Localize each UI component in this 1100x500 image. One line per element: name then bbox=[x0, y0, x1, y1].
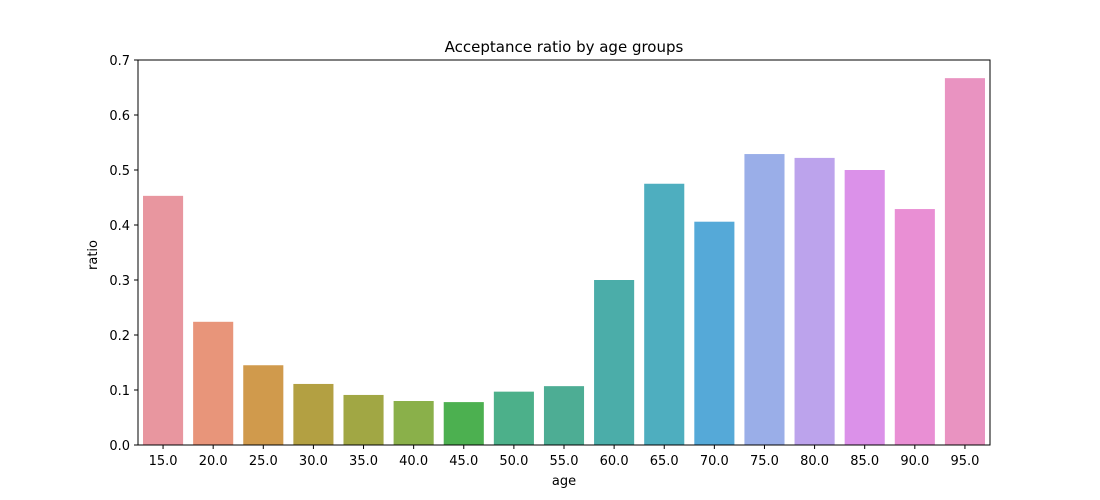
bar-95.0 bbox=[944, 78, 985, 446]
x-tick-label: 25.0 bbox=[249, 454, 278, 469]
y-tick-label: 0.3 bbox=[109, 274, 130, 289]
x-tick-label: 15.0 bbox=[149, 454, 178, 469]
x-tick-label: 90.0 bbox=[900, 454, 929, 469]
bar-75.0 bbox=[744, 154, 785, 446]
x-tick-label: 95.0 bbox=[950, 454, 979, 469]
x-tick-label: 75.0 bbox=[750, 454, 779, 469]
y-axis: 0.0 0.1 0.2 0.3 0.4 0.5 0.6 0.7 bbox=[109, 54, 138, 454]
x-tick-label: 65.0 bbox=[650, 454, 679, 469]
bar-25.0 bbox=[243, 365, 284, 445]
y-tick-label: 0.6 bbox=[109, 109, 130, 124]
y-tick-label: 0.5 bbox=[109, 164, 130, 179]
bar-80.0 bbox=[794, 157, 835, 445]
bar-55.0 bbox=[543, 386, 585, 445]
bar-45.0 bbox=[443, 402, 484, 445]
bar-60.0 bbox=[594, 280, 635, 445]
bar-40.0 bbox=[393, 401, 434, 445]
x-tick-label: 20.0 bbox=[199, 454, 228, 469]
bar-85.0 bbox=[844, 170, 885, 445]
x-tick-label: 80.0 bbox=[800, 454, 829, 469]
bar-20.0 bbox=[193, 321, 234, 445]
x-tick-label: 45.0 bbox=[449, 454, 478, 469]
bar-15.0 bbox=[143, 195, 184, 445]
x-tick-label: 35.0 bbox=[349, 454, 378, 469]
bar-50.0 bbox=[493, 391, 534, 445]
plot-frame bbox=[137, 59, 991, 446]
y-tick-label: 0.1 bbox=[109, 384, 130, 399]
x-tick-label: 60.0 bbox=[600, 454, 629, 469]
x-axis-label: age bbox=[552, 474, 576, 489]
bar-90.0 bbox=[894, 209, 935, 445]
y-tick-label: 0.2 bbox=[109, 329, 130, 344]
x-tick-label: 55.0 bbox=[550, 454, 579, 469]
bar-30.0 bbox=[293, 383, 334, 445]
y-tick-label: 0.0 bbox=[109, 439, 130, 454]
y-tick-label: 0.4 bbox=[109, 219, 130, 234]
bar-70.0 bbox=[694, 221, 735, 445]
bar-65.0 bbox=[644, 183, 685, 445]
x-axis: 15.0 20.0 25.0 30.0 35.0 40.0 45.0 50.0 55.0 60.0… bbox=[149, 445, 979, 469]
x-tick-label: 50.0 bbox=[499, 454, 528, 469]
x-tick-label: 40.0 bbox=[399, 454, 428, 469]
x-tick-label: 70.0 bbox=[700, 454, 729, 469]
bars-group bbox=[143, 78, 985, 446]
x-tick-label: 85.0 bbox=[850, 454, 879, 469]
x-tick-label: 30.0 bbox=[299, 454, 328, 469]
chart-title: Acceptance ratio by age groups bbox=[445, 38, 684, 56]
bar-35.0 bbox=[343, 394, 384, 445]
y-tick-label: 0.7 bbox=[109, 54, 130, 69]
y-axis-label: ratio bbox=[86, 240, 101, 270]
